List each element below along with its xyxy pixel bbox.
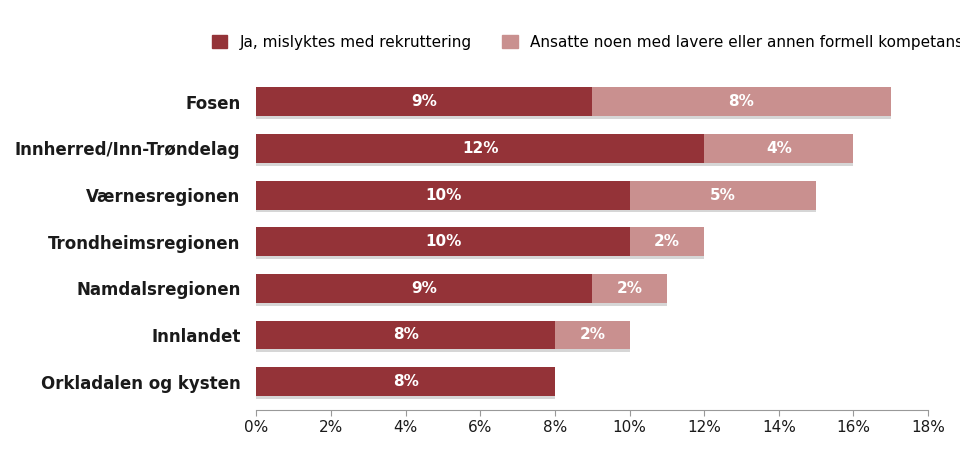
Text: 4%: 4% <box>766 141 792 156</box>
Bar <box>256 180 630 210</box>
Bar <box>256 137 853 166</box>
Text: 2%: 2% <box>579 328 605 342</box>
Bar <box>256 274 592 303</box>
Text: 5%: 5% <box>709 188 735 203</box>
Bar <box>256 370 555 399</box>
Bar <box>630 227 705 256</box>
Text: 9%: 9% <box>412 281 438 296</box>
Text: 12%: 12% <box>462 141 498 156</box>
Text: 2%: 2% <box>616 281 642 296</box>
Bar <box>256 90 891 119</box>
Bar <box>256 87 592 116</box>
Text: 2%: 2% <box>654 234 680 249</box>
Bar <box>256 277 667 306</box>
Bar <box>256 134 705 163</box>
Bar <box>256 184 816 212</box>
Text: 8%: 8% <box>729 94 755 109</box>
Bar <box>256 367 555 396</box>
Bar <box>705 134 853 163</box>
Text: 9%: 9% <box>412 94 438 109</box>
Text: 10%: 10% <box>425 234 461 249</box>
Bar <box>592 87 891 116</box>
Bar <box>256 320 555 350</box>
Bar <box>256 323 630 352</box>
Text: 8%: 8% <box>393 374 419 389</box>
Bar <box>630 180 816 210</box>
Bar <box>592 274 667 303</box>
Bar <box>256 230 705 259</box>
Bar <box>555 320 630 350</box>
Bar <box>256 227 630 256</box>
Legend: Ja, mislyktes med rekruttering, Ansatte noen med lavere eller annen formell komp: Ja, mislyktes med rekruttering, Ansatte … <box>212 35 960 50</box>
Text: 8%: 8% <box>393 328 419 342</box>
Text: 10%: 10% <box>425 188 461 203</box>
